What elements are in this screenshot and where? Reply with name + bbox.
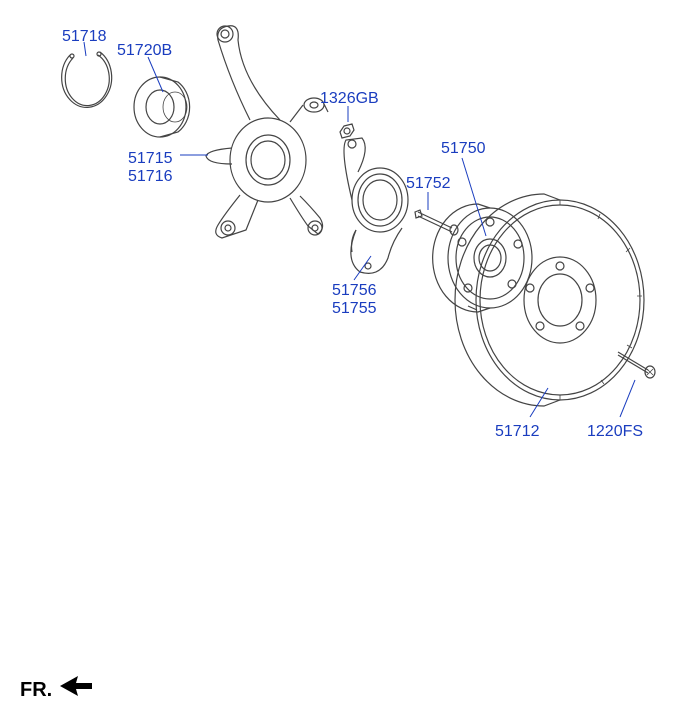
parts-diagram xyxy=(0,0,676,727)
part-bearing xyxy=(134,77,190,137)
part-nut xyxy=(340,124,354,138)
fr-text: FR. xyxy=(20,679,52,701)
fr-arrow-icon xyxy=(56,672,96,702)
part-knuckle xyxy=(206,26,328,238)
part-dust-cover xyxy=(344,138,408,273)
leader-lines xyxy=(84,42,635,417)
part-snap-ring xyxy=(62,52,112,107)
fr-marker: FR. xyxy=(20,679,52,702)
